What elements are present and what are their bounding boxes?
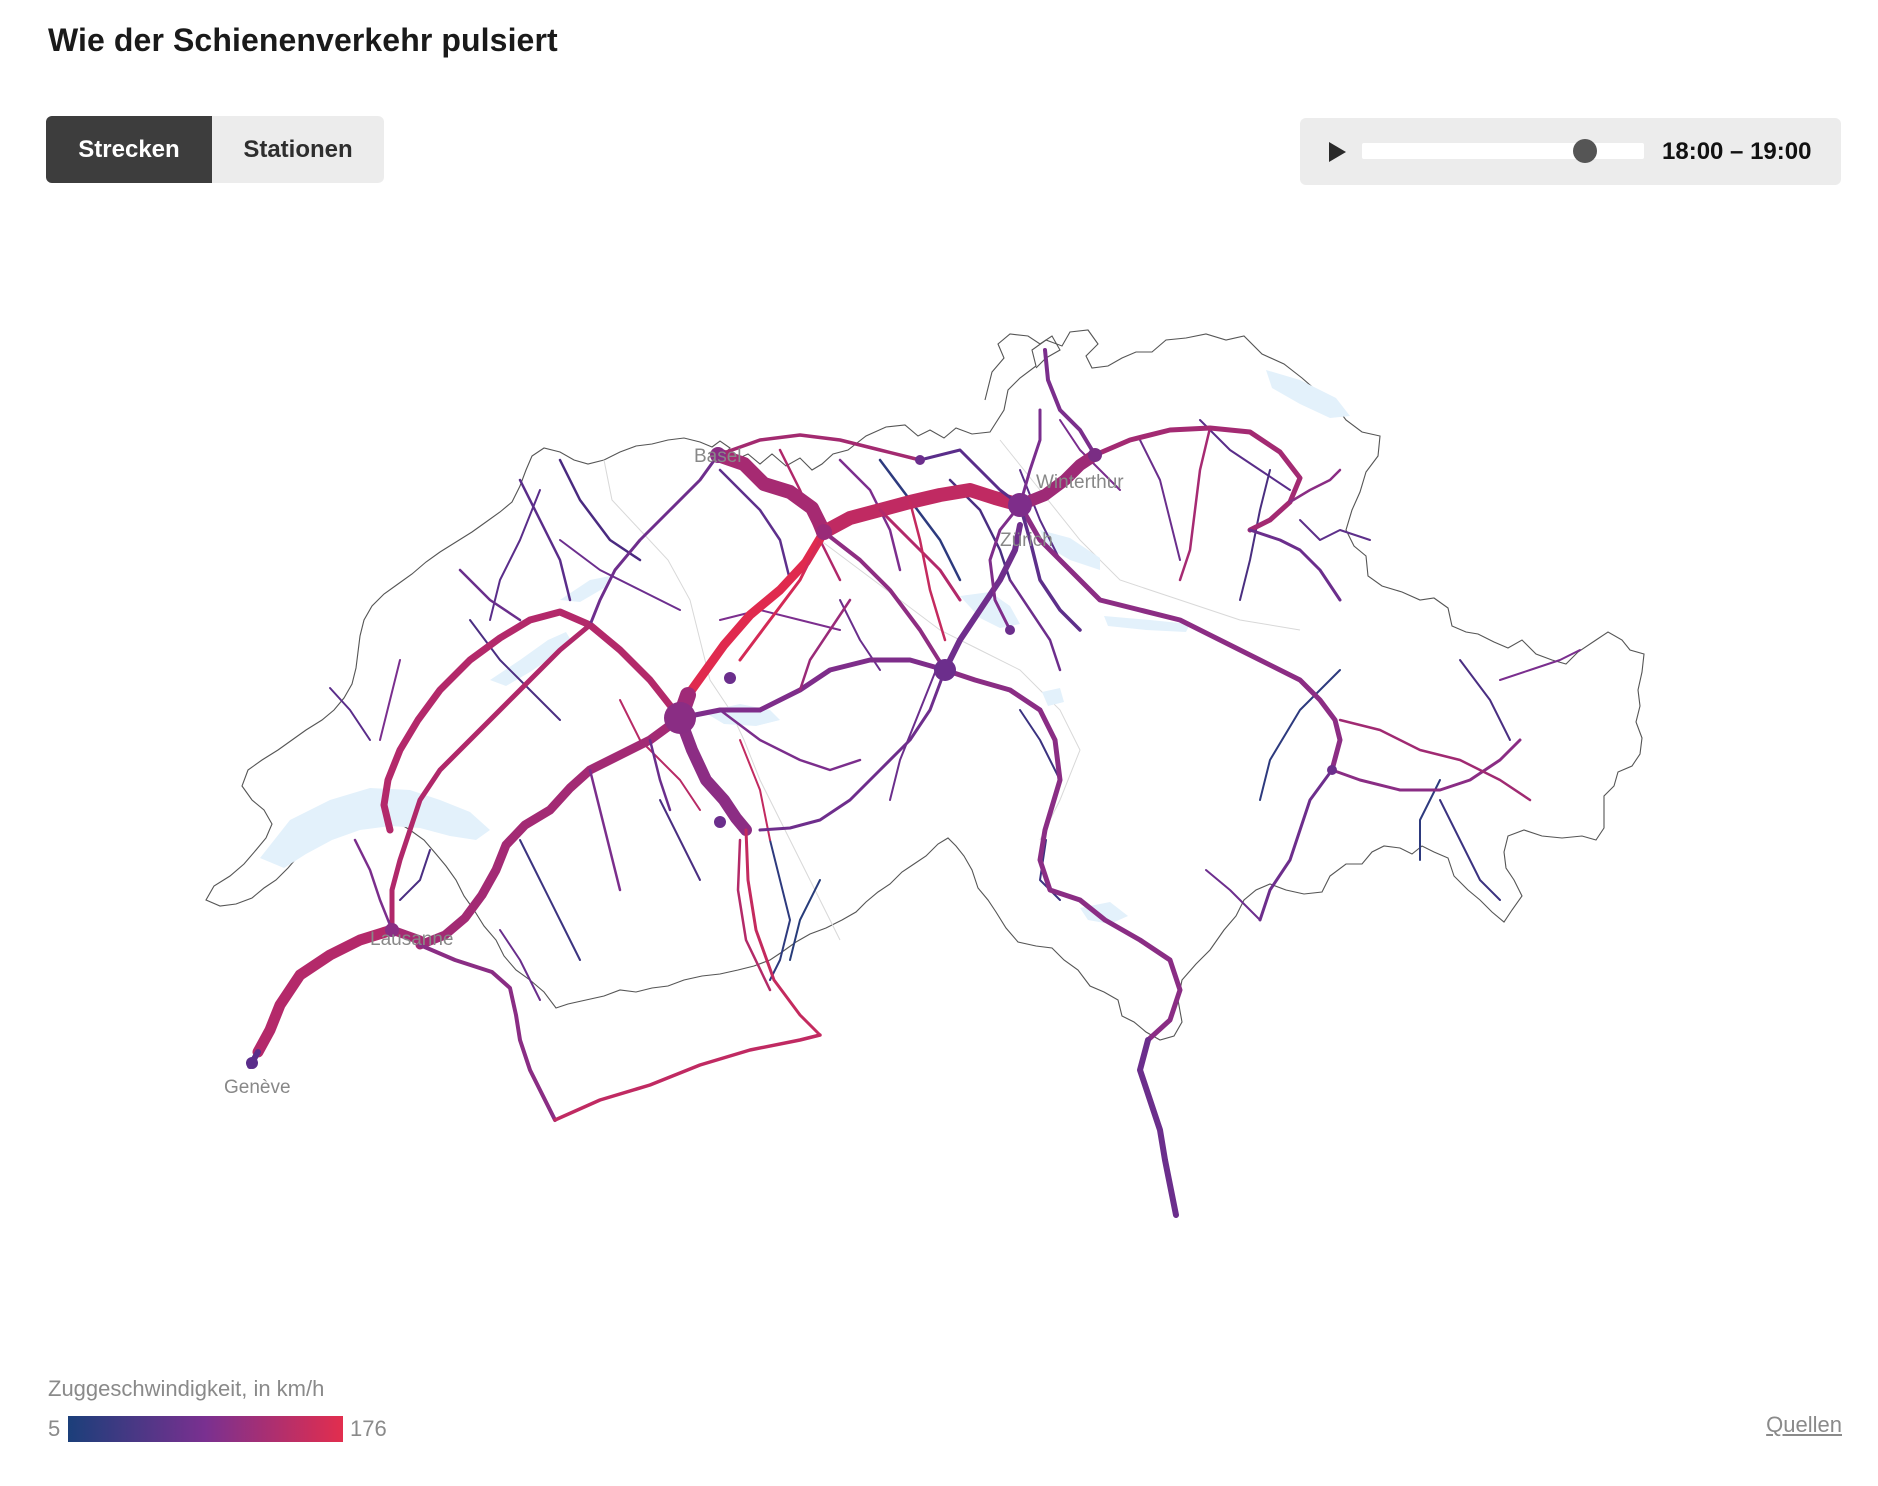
tab-strecken[interactable]: Strecken xyxy=(46,116,212,183)
legend-max-value: 176 xyxy=(350,1416,387,1441)
view-toggle: Strecken Stationen xyxy=(46,116,384,183)
city-label-lausanne: Lausanne xyxy=(370,929,453,950)
time-range-label: 18:00 – 19:00 xyxy=(1662,138,1812,165)
tab-stationen[interactable]: Stationen xyxy=(212,116,384,183)
speed-color-scale xyxy=(68,1416,343,1442)
switzerland-rail-map: Basel Winterthur Zürich Lausanne Genève xyxy=(205,329,1645,1218)
city-label-zurich: Zürich xyxy=(1000,530,1053,551)
station-nodes xyxy=(246,447,1337,1069)
city-label-geneve: Genève xyxy=(224,1077,291,1098)
city-label-basel: Basel xyxy=(694,446,742,467)
major-rail-lines xyxy=(247,348,1532,1218)
page-title: Wie der Schienenverkehr pulsiert xyxy=(48,22,558,58)
legend-title: Zuggeschwindigkeit, in km/h xyxy=(48,1376,325,1401)
play-icon[interactable] xyxy=(1322,137,1352,167)
time-player: 18:00 – 19:00 xyxy=(1300,118,1841,185)
sources-link[interactable]: Quellen xyxy=(1766,1412,1842,1437)
city-label-winterthur: Winterthur xyxy=(1036,472,1124,493)
city-labels: Basel Winterthur Zürich Lausanne Genève xyxy=(224,446,1124,1098)
slider-handle[interactable] xyxy=(1572,139,1597,163)
minor-rail-lines xyxy=(329,419,1581,1001)
legend-min-value: 5 xyxy=(48,1416,61,1441)
time-slider[interactable] xyxy=(1362,139,1644,163)
